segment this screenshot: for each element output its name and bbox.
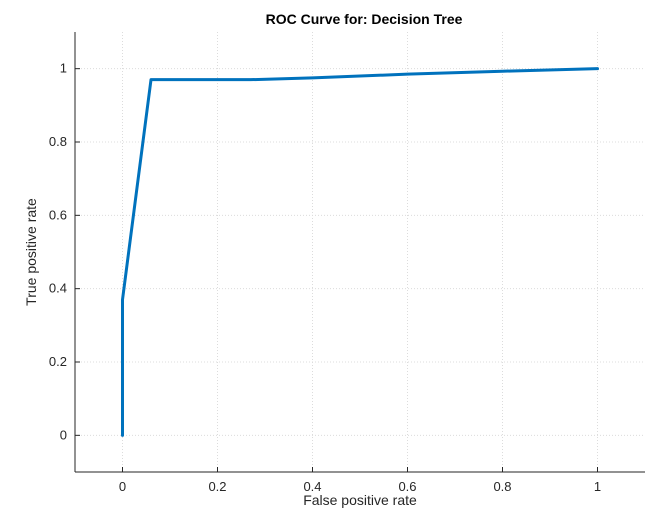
y-axis-label: True positive rate bbox=[23, 198, 39, 306]
y-tick-label: 0.2 bbox=[49, 354, 67, 369]
x-tick-label: 0.6 bbox=[398, 479, 416, 494]
plot-area bbox=[75, 32, 645, 472]
y-tick-label: 0 bbox=[60, 427, 67, 442]
x-tick-label: 0.2 bbox=[208, 479, 226, 494]
y-tick-label: 0.4 bbox=[49, 281, 67, 296]
grid-lines bbox=[75, 32, 645, 472]
x-tick-label: 0 bbox=[119, 479, 126, 494]
y-tick-label: 1 bbox=[60, 61, 67, 76]
y-tick-label: 0.8 bbox=[49, 134, 67, 149]
x-axis-label: False positive rate bbox=[303, 492, 417, 508]
chart-title: ROC Curve for: Decision Tree bbox=[266, 11, 463, 27]
x-ticks: 0 0.2 0.4 0.6 0.8 1 bbox=[119, 467, 601, 494]
x-tick-label: 1 bbox=[594, 479, 601, 494]
y-ticks: 0 0.2 0.4 0.6 0.8 1 bbox=[49, 61, 80, 442]
roc-series-line bbox=[121, 67, 599, 437]
x-tick-label: 0.4 bbox=[303, 479, 321, 494]
x-tick-label: 0.8 bbox=[493, 479, 511, 494]
y-tick-label: 0.6 bbox=[49, 207, 67, 222]
